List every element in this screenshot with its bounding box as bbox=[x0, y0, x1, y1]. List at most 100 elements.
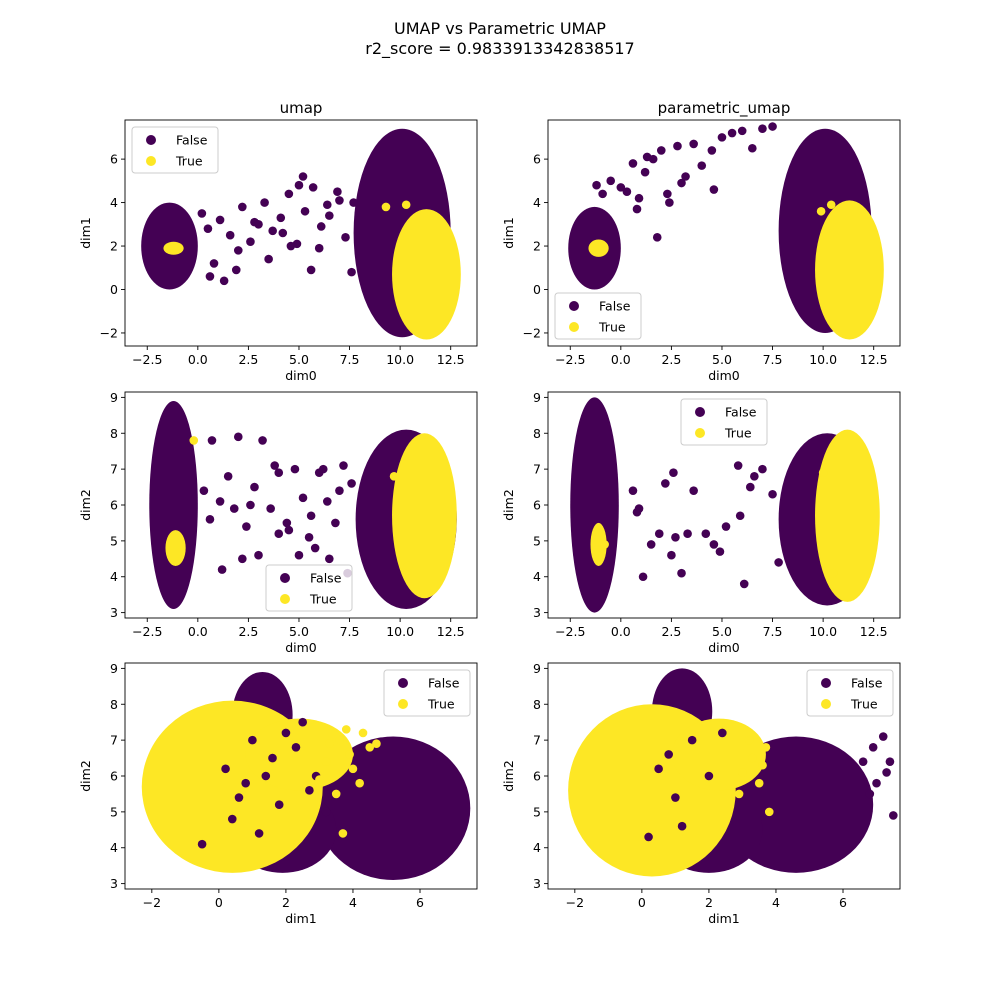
scatter-point-false bbox=[616, 183, 626, 192]
subplot-1: −2.5 0.0 2.5 5.0 7.5 10.0 12.5 −2 0 2 4 6 dim0 dim1 um… bbox=[78, 99, 478, 383]
x-tick-label: 0 bbox=[215, 895, 223, 910]
figure-title: UMAP vs Parametric UMAP bbox=[394, 19, 606, 38]
scatter-point-true bbox=[818, 468, 828, 478]
y-tick-label: 4 bbox=[110, 840, 118, 855]
scatter-point-true bbox=[738, 768, 747, 777]
scatter-point-false bbox=[322, 497, 332, 506]
axes-frame bbox=[547, 119, 901, 347]
x-tick-label: 12.5 bbox=[437, 624, 465, 639]
scatter-point-false bbox=[592, 180, 601, 190]
y-tick-label: 9 bbox=[533, 390, 541, 405]
scatter-point-false bbox=[758, 464, 767, 474]
scatter-point-false bbox=[642, 152, 652, 162]
scatter-point-false bbox=[671, 532, 680, 542]
x-tick-label: 7.5 bbox=[763, 352, 783, 367]
scatter-point-false bbox=[291, 743, 301, 752]
x-tick-label: 6 bbox=[416, 895, 424, 910]
scatter-point-false bbox=[868, 743, 878, 752]
scatter-point-true bbox=[338, 829, 348, 838]
x-axis-label: dim0 bbox=[285, 640, 317, 655]
scatter-point-false bbox=[268, 753, 277, 763]
scatter-point-false bbox=[268, 226, 277, 236]
scatter-point-false bbox=[238, 554, 247, 564]
scatter-point-false bbox=[727, 128, 737, 138]
scatter-point-false bbox=[278, 228, 288, 238]
scatter-point-false bbox=[872, 778, 881, 788]
legend: False True bbox=[131, 126, 219, 174]
scatter-point-false bbox=[225, 230, 235, 240]
y-tick-label: 6 bbox=[533, 769, 541, 784]
x-tick-label: 0.0 bbox=[188, 352, 208, 367]
point-cloud-false bbox=[570, 397, 619, 613]
scatter-point-false bbox=[341, 233, 350, 242]
y-tick-label: 5 bbox=[533, 533, 541, 548]
scatter-point-false bbox=[622, 187, 632, 197]
y-tick-label: 4 bbox=[533, 569, 541, 584]
scatter-point-false bbox=[758, 124, 767, 133]
x-tick-label: 2 bbox=[282, 895, 290, 910]
scatter-point-false bbox=[858, 757, 868, 766]
scatter-point-false bbox=[638, 572, 648, 582]
scatter-point-false bbox=[606, 176, 616, 186]
scatter-point-true bbox=[748, 753, 757, 763]
scatter-point-false bbox=[663, 189, 672, 199]
y-tick-label: 8 bbox=[110, 697, 118, 712]
scatter-point-true bbox=[335, 735, 344, 745]
scatter-point-false bbox=[865, 789, 875, 799]
x-tick-label: 10.0 bbox=[386, 352, 414, 367]
legend: False True bbox=[383, 669, 471, 717]
scatter-point-false bbox=[314, 243, 324, 253]
scatter-point-false bbox=[652, 233, 662, 242]
scatter-point-false bbox=[347, 267, 356, 277]
scatter-point-false bbox=[715, 547, 725, 556]
scatter-point-false bbox=[316, 222, 326, 231]
scatter-point-true bbox=[764, 807, 774, 817]
scatter-point-false bbox=[294, 550, 304, 560]
y-tick-label: −2 bbox=[100, 325, 118, 340]
x-tick-label: 4 bbox=[772, 895, 780, 910]
scatter-point-false bbox=[205, 515, 215, 524]
y-tick-label: 0 bbox=[110, 282, 118, 297]
legend-marker-true bbox=[821, 699, 831, 709]
scatter-point-false bbox=[882, 768, 891, 777]
scatter-point-false bbox=[687, 735, 697, 745]
scatter-point-false bbox=[250, 482, 259, 492]
x-tick-label: 7.5 bbox=[340, 352, 360, 367]
scatter-point-false bbox=[667, 550, 676, 560]
scatter-point-false bbox=[223, 472, 233, 481]
scatter-point-false bbox=[654, 529, 664, 538]
scatter-point-false bbox=[598, 189, 607, 199]
scatter-point-true bbox=[828, 568, 838, 578]
subplot-title: parametric_umap bbox=[658, 99, 791, 118]
scatter-point-false bbox=[258, 436, 267, 445]
y-tick-label: −2 bbox=[523, 325, 541, 340]
x-tick-label: 2.5 bbox=[661, 352, 681, 367]
scatter-point-false bbox=[238, 202, 247, 212]
scatter-point-true bbox=[754, 778, 764, 788]
point-cloud-true bbox=[588, 239, 609, 257]
scatter-point-false bbox=[325, 554, 334, 564]
plot-area bbox=[149, 400, 457, 610]
scatter-point-false bbox=[304, 532, 314, 542]
x-tick-label: −2.5 bbox=[555, 624, 585, 639]
x-axis-label: dim0 bbox=[708, 640, 740, 655]
y-axis-label: dim2 bbox=[78, 760, 93, 792]
point-cloud-true bbox=[245, 718, 353, 791]
scatter-point-false bbox=[260, 198, 269, 207]
scatter-point-true bbox=[758, 760, 767, 770]
y-tick-label: 3 bbox=[533, 605, 541, 620]
x-tick-label: −2.5 bbox=[132, 624, 162, 639]
legend-marker-false bbox=[695, 407, 705, 417]
point-cloud-true bbox=[815, 200, 884, 340]
y-tick-label: 2 bbox=[110, 239, 118, 254]
scatter-point-false bbox=[242, 522, 251, 531]
x-tick-label: 6 bbox=[839, 895, 847, 910]
scatter-point-false bbox=[733, 461, 743, 470]
scatter-point-false bbox=[221, 764, 230, 774]
scatter-point-false bbox=[665, 198, 674, 207]
scatter-point-false bbox=[735, 511, 745, 521]
legend-label-true: True bbox=[175, 154, 203, 169]
legend-marker-true bbox=[695, 428, 705, 438]
scatter-point-true bbox=[325, 739, 334, 749]
scatter-point-false bbox=[290, 464, 300, 474]
